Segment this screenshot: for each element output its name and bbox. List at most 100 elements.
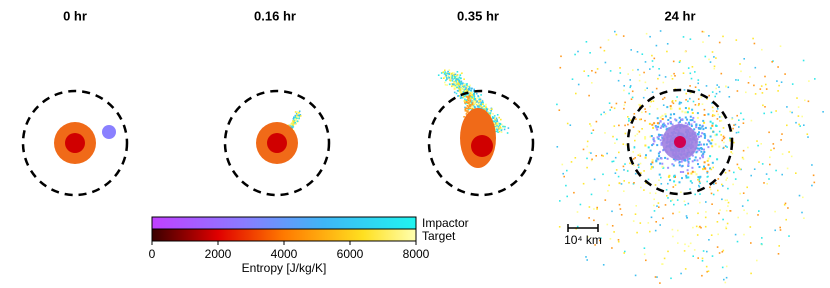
particle <box>456 79 459 81</box>
particle <box>593 178 596 181</box>
particle <box>451 78 453 80</box>
particle <box>467 88 470 91</box>
particle <box>812 174 815 177</box>
particle <box>463 116 465 118</box>
particle <box>721 251 724 253</box>
panel-title: 0.35 hr <box>457 8 499 23</box>
particle <box>655 87 658 90</box>
particle <box>689 188 691 190</box>
particle <box>480 101 482 104</box>
particle <box>471 91 473 94</box>
particle <box>454 84 456 86</box>
particle <box>750 119 753 122</box>
particle <box>746 212 748 215</box>
particle <box>495 120 498 123</box>
particle <box>747 199 749 202</box>
particle <box>466 107 469 110</box>
particle <box>718 41 721 44</box>
particle <box>622 165 625 168</box>
particle <box>777 90 779 92</box>
particle <box>611 160 613 163</box>
particle <box>784 73 786 75</box>
particle <box>737 79 739 81</box>
particle <box>706 172 709 174</box>
tick-label: 8000 <box>403 247 430 261</box>
particle <box>463 87 465 90</box>
particle <box>725 226 727 229</box>
particle <box>649 149 652 152</box>
particle <box>657 137 660 140</box>
particle <box>451 80 454 82</box>
particle <box>709 61 712 63</box>
particle <box>459 83 462 86</box>
particle <box>674 159 677 162</box>
particle <box>733 171 735 174</box>
particle <box>773 147 775 150</box>
particle <box>724 199 727 202</box>
particle <box>456 86 458 89</box>
particle <box>446 76 448 79</box>
particle <box>653 210 656 212</box>
particle <box>740 168 742 171</box>
particle <box>457 82 460 84</box>
particle <box>705 211 707 213</box>
particle <box>740 70 742 73</box>
panel-title: 24 hr <box>664 8 695 23</box>
particle <box>712 110 714 112</box>
particle <box>655 126 658 129</box>
particle <box>491 116 494 118</box>
particle <box>465 107 468 110</box>
particle <box>659 224 661 226</box>
particle <box>473 99 476 101</box>
particle <box>726 222 729 225</box>
core <box>674 136 686 148</box>
particle <box>297 112 299 114</box>
particle <box>635 118 637 120</box>
particle <box>655 221 657 223</box>
particle <box>637 130 640 132</box>
particle <box>645 32 648 35</box>
particle <box>649 105 651 108</box>
particle <box>644 136 647 139</box>
particle <box>606 152 608 155</box>
particle <box>623 252 625 254</box>
particle <box>460 80 463 83</box>
particle <box>736 240 739 243</box>
particle <box>715 133 718 136</box>
particles <box>281 30 824 284</box>
particle <box>611 247 613 249</box>
particle <box>622 35 625 37</box>
particle <box>494 119 497 122</box>
particle <box>453 81 455 83</box>
particle <box>708 35 710 37</box>
particle <box>739 63 741 65</box>
particle <box>814 78 816 80</box>
particle <box>633 146 636 149</box>
particle <box>466 105 469 107</box>
particle <box>684 204 687 206</box>
particle <box>709 188 712 191</box>
particle <box>481 101 483 104</box>
particle <box>653 140 656 143</box>
particle <box>673 113 676 116</box>
particle <box>743 209 745 211</box>
particle <box>692 226 694 229</box>
particle <box>293 116 295 119</box>
particle <box>659 139 662 142</box>
particle <box>586 259 588 261</box>
particle <box>807 136 809 138</box>
particle <box>607 190 609 192</box>
particle <box>481 107 483 110</box>
particle <box>465 90 468 93</box>
particle <box>703 167 706 170</box>
particle <box>684 159 687 162</box>
particle <box>702 250 705 252</box>
particle <box>795 172 797 174</box>
particle <box>804 99 806 102</box>
particle <box>613 231 615 233</box>
particle <box>485 109 487 111</box>
particle <box>750 174 752 177</box>
particle <box>586 157 588 160</box>
particle <box>602 264 605 266</box>
particle <box>454 76 456 78</box>
